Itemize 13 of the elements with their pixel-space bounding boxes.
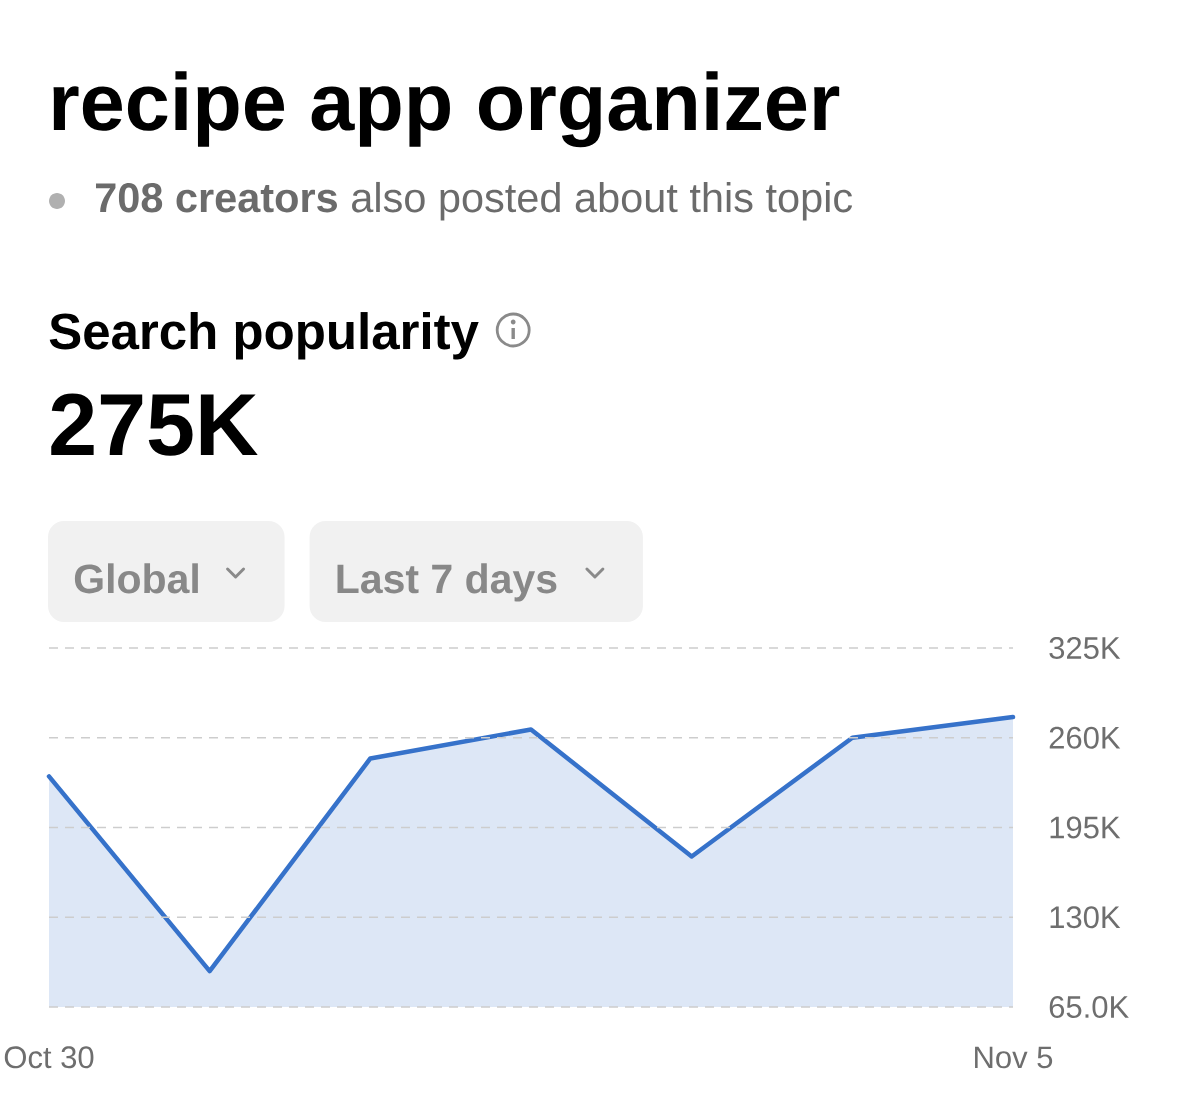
y-tick-label: 195K	[1050, 816, 1121, 839]
y-tick-label: 65.0K	[1049, 996, 1129, 1018]
y-tick-label: 260K	[1049, 726, 1121, 749]
text: Global	[74, 563, 198, 594]
text: Last 7 days	[337, 563, 557, 602]
x-tick-label: Oct 30	[4, 1046, 94, 1069]
chart-subtitle: 708 creators also posted about this topic	[95, 181, 853, 221]
text: 275K	[51, 393, 258, 456]
text: Search popularity	[49, 312, 479, 360]
y-tick-label: 325K	[1049, 637, 1121, 659]
y-tick-label: 130K	[1050, 906, 1121, 929]
chart-title: recipe app organizer	[53, 71, 840, 148]
x-tick-label: Nov 5	[975, 1046, 1053, 1069]
